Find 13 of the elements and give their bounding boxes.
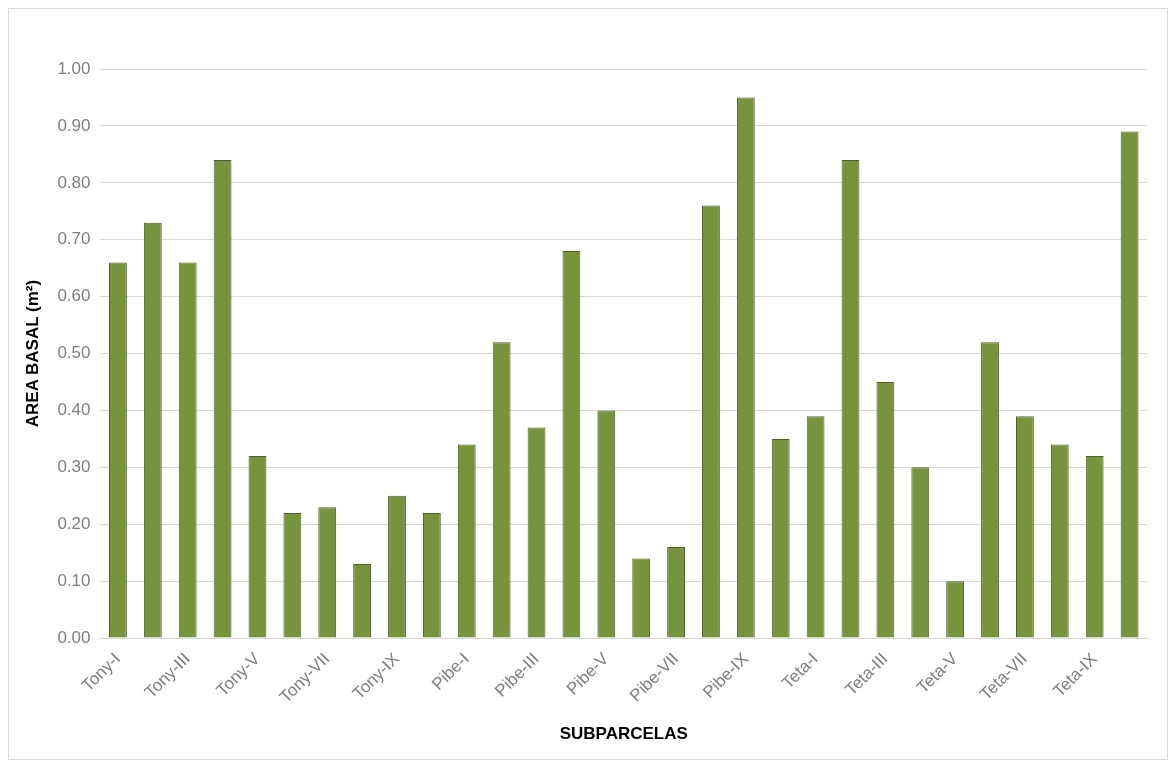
- y-tick-label: 0.10: [57, 570, 91, 590]
- y-tick-label: 0.70: [57, 229, 91, 249]
- y-tick-label: 0.50: [57, 343, 91, 363]
- y-tick-label: 0.80: [57, 172, 91, 192]
- y-tick-label: 0.90: [57, 115, 91, 135]
- y-tick-label: 0.40: [57, 400, 91, 420]
- y-tick-label: 0.20: [57, 513, 91, 533]
- y-axis-title: AREA BASAL (m²): [22, 279, 42, 428]
- x-axis-title: SUBPARCELAS: [559, 724, 688, 744]
- y-tick-label: 1.00: [57, 58, 91, 78]
- y-tick-label: 0.00: [57, 627, 91, 647]
- y-tick-label: 0.30: [57, 457, 91, 477]
- y-tick-label: 0.60: [57, 286, 91, 306]
